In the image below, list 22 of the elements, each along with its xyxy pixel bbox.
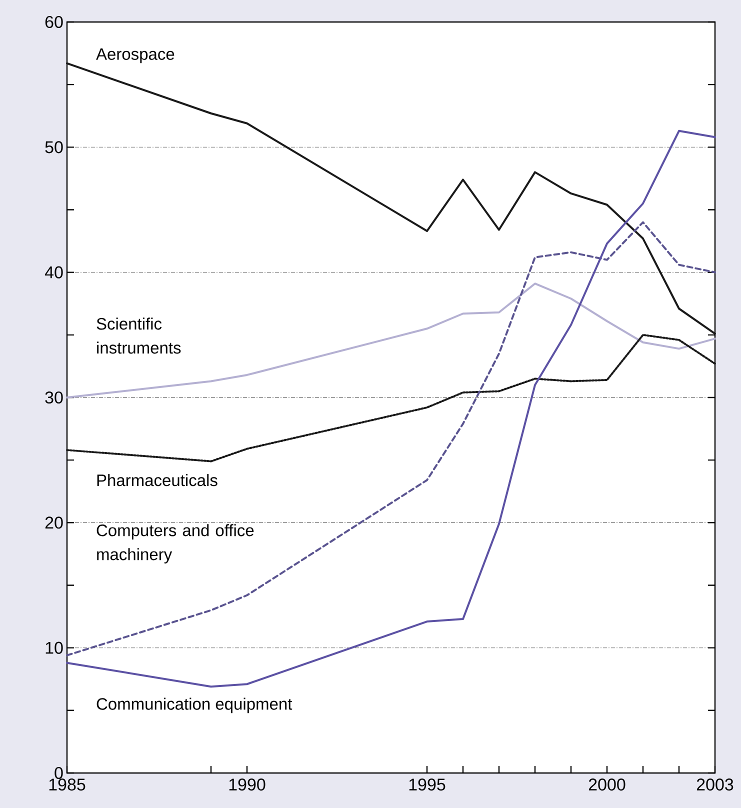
- y-tick-label: 60: [45, 16, 63, 28]
- x-tick-label: 1990: [229, 778, 266, 791]
- line-series: [66, 334, 716, 462]
- line-series: [66, 62, 716, 335]
- line-series: [66, 130, 716, 688]
- x-tick-label: 2003: [696, 778, 734, 791]
- x-tick-label: 1985: [49, 778, 86, 791]
- x-tick-label: 1995: [409, 778, 446, 791]
- series-label: Communication equipment: [96, 698, 292, 714]
- y-tick-label: 30: [45, 391, 63, 404]
- series-label: Scientific instruments: [96, 318, 181, 354]
- y-tick-label: 10: [46, 642, 63, 654]
- line-series: [66, 221, 716, 656]
- x-tick-label: 2000: [588, 778, 626, 791]
- series-label: Pharmaceuticals: [97, 474, 218, 486]
- y-tick-label: 40: [44, 266, 63, 278]
- y-tick-label: 20: [45, 516, 63, 529]
- series-label: Aerospace: [96, 48, 174, 64]
- y-tick-label: 50: [45, 141, 63, 154]
- y-tick-label: 0: [54, 766, 63, 780]
- line-series: [66, 282, 716, 398]
- series-label: Computers and office machinery: [96, 524, 254, 564]
